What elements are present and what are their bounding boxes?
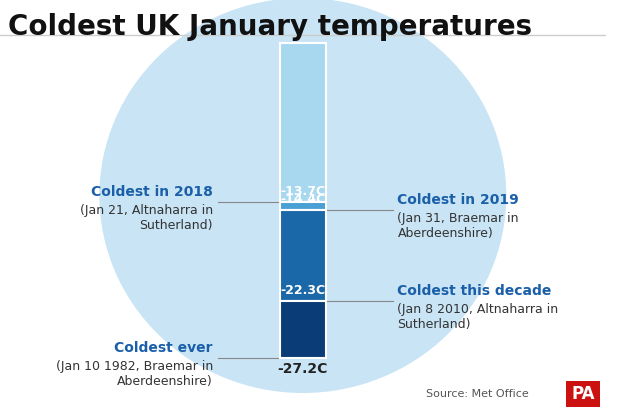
Text: Source: Met Office: Source: Met Office <box>426 389 529 399</box>
Ellipse shape <box>99 0 506 393</box>
Text: Coldest ever: Coldest ever <box>115 341 213 355</box>
Text: (Jan 10 1982, Braemar in
Aberdeenshire): (Jan 10 1982, Braemar in Aberdeenshire) <box>56 360 213 388</box>
Bar <box>280 43 326 202</box>
Bar <box>280 301 326 358</box>
Text: PA: PA <box>572 385 595 403</box>
FancyBboxPatch shape <box>566 381 600 407</box>
Text: (Jan 21, Altnaharra in
Sutherland): (Jan 21, Altnaharra in Sutherland) <box>80 204 213 232</box>
Text: Coldest this decade: Coldest this decade <box>397 284 552 298</box>
Bar <box>280 202 326 210</box>
Text: (Jan 31, Braemar in
Aberdeenshire): (Jan 31, Braemar in Aberdeenshire) <box>397 212 519 240</box>
Text: Coldest in 2018: Coldest in 2018 <box>91 185 213 199</box>
Text: Coldest in 2019: Coldest in 2019 <box>397 193 519 207</box>
Text: (Jan 8 2010, Altnaharra in
Sutherland): (Jan 8 2010, Altnaharra in Sutherland) <box>397 303 559 331</box>
Text: -22.3C: -22.3C <box>280 284 325 297</box>
Text: -27.2C: -27.2C <box>278 362 328 376</box>
Bar <box>280 210 326 301</box>
Text: -14.4C: -14.4C <box>280 193 326 206</box>
Text: Coldest UK January temperatures: Coldest UK January temperatures <box>8 13 532 41</box>
Text: -13.7C: -13.7C <box>280 185 325 198</box>
